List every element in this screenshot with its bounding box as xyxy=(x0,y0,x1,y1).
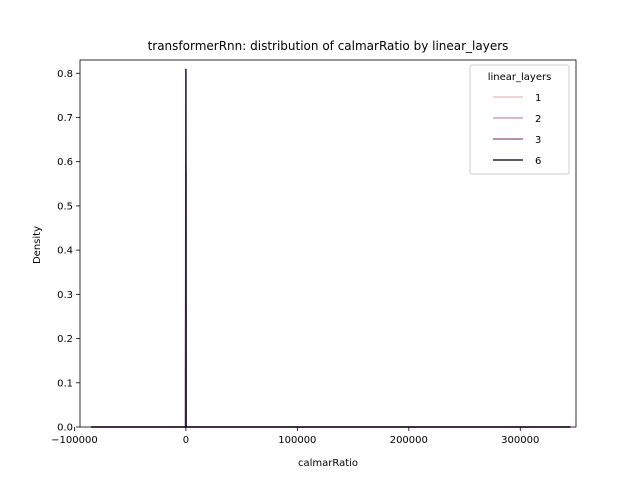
y-tick-label: 0.6 xyxy=(57,157,73,168)
axes-frame xyxy=(79,59,577,428)
legend-label-6: 6 xyxy=(535,156,541,167)
legend-box xyxy=(469,64,570,175)
x-tick-label: −100000 xyxy=(51,435,98,446)
legend-label-3: 3 xyxy=(535,135,541,146)
legend-title: linear_layers xyxy=(488,72,552,83)
legend: linear_layers 1 2 3 6 xyxy=(469,64,570,175)
x-tick-label: 300000 xyxy=(501,435,539,446)
x-tick-label: 100000 xyxy=(278,435,316,446)
x-axis-label: calmarRatio xyxy=(298,458,358,469)
x-tick-label: 200000 xyxy=(390,435,428,446)
y-tick-label: 0.2 xyxy=(57,334,73,345)
y-tick-label: 0.8 xyxy=(57,69,73,80)
y-tick-label: 0.3 xyxy=(57,290,73,301)
y-tick-label: 0.1 xyxy=(57,378,73,389)
y-tick-label: 0.5 xyxy=(57,201,73,212)
y-tick-label: 0.4 xyxy=(57,246,73,257)
legend-label-2: 2 xyxy=(535,114,541,125)
y-tick-label: 0.0 xyxy=(57,423,73,434)
x-tick-label: 0 xyxy=(183,435,189,446)
y-axis-label: Density xyxy=(32,226,43,264)
chart-title: transformerRnn: distribution of calmarRa… xyxy=(148,39,509,53)
axes-layer: −100000 0 100000 200000 300000 0.0 0.1 0.2 0.3 0.… xyxy=(51,59,577,446)
legend-label-1: 1 xyxy=(535,93,541,104)
y-tick-label: 0.7 xyxy=(57,113,73,124)
